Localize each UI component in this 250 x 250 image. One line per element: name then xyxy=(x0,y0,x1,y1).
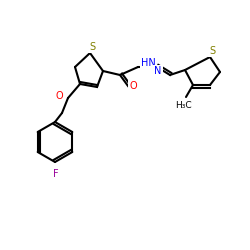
Text: S: S xyxy=(209,46,215,56)
Text: S: S xyxy=(89,42,95,52)
Text: HN: HN xyxy=(141,58,156,68)
Text: O: O xyxy=(56,91,63,101)
Text: F: F xyxy=(53,169,59,179)
Text: O: O xyxy=(129,81,137,91)
Text: H₃C: H₃C xyxy=(175,100,191,110)
Text: N: N xyxy=(154,66,162,76)
